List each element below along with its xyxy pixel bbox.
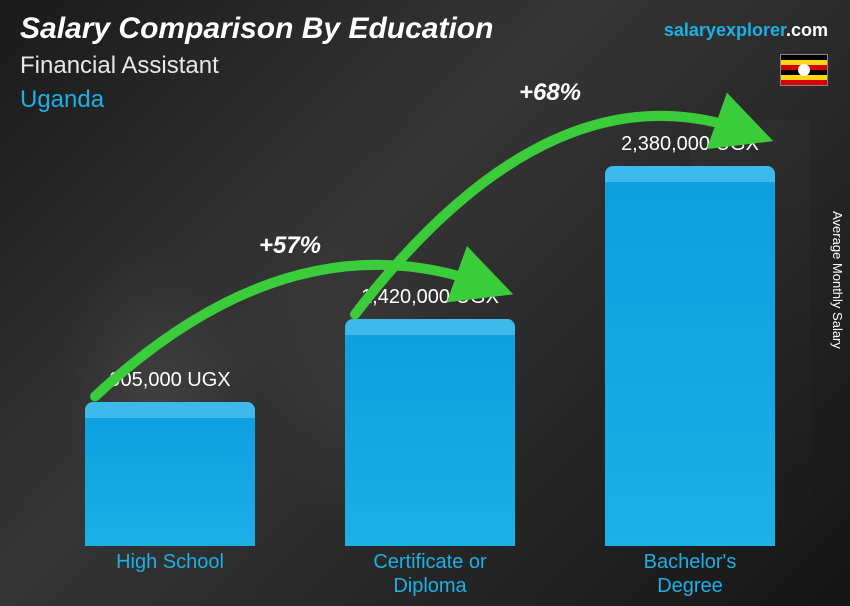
country-flag-icon (780, 54, 828, 86)
bar-chart: 905,000 UGX1,420,000 UGX2,380,000 UGX+57… (40, 120, 810, 546)
source-brand: salaryexplorer (664, 20, 786, 40)
increase-percent-label: +68% (519, 79, 581, 107)
y-axis-label: Average Monthly Salary (830, 211, 845, 349)
chart-country: Uganda (20, 86, 104, 114)
x-axis-label: Bachelor'sDegree (644, 550, 737, 598)
infographic-content: Salary Comparison By Education Financial… (0, 0, 850, 606)
chart-title: Salary Comparison By Education (20, 12, 493, 46)
source-attribution: salaryexplorer.com (664, 20, 828, 41)
chart-subtitle: Financial Assistant (20, 52, 219, 80)
x-axis-label: High School (116, 550, 224, 574)
x-axis-label: Certificate orDiploma (373, 550, 486, 598)
source-tld: .com (786, 20, 828, 40)
increase-arc-icon (40, 120, 810, 546)
